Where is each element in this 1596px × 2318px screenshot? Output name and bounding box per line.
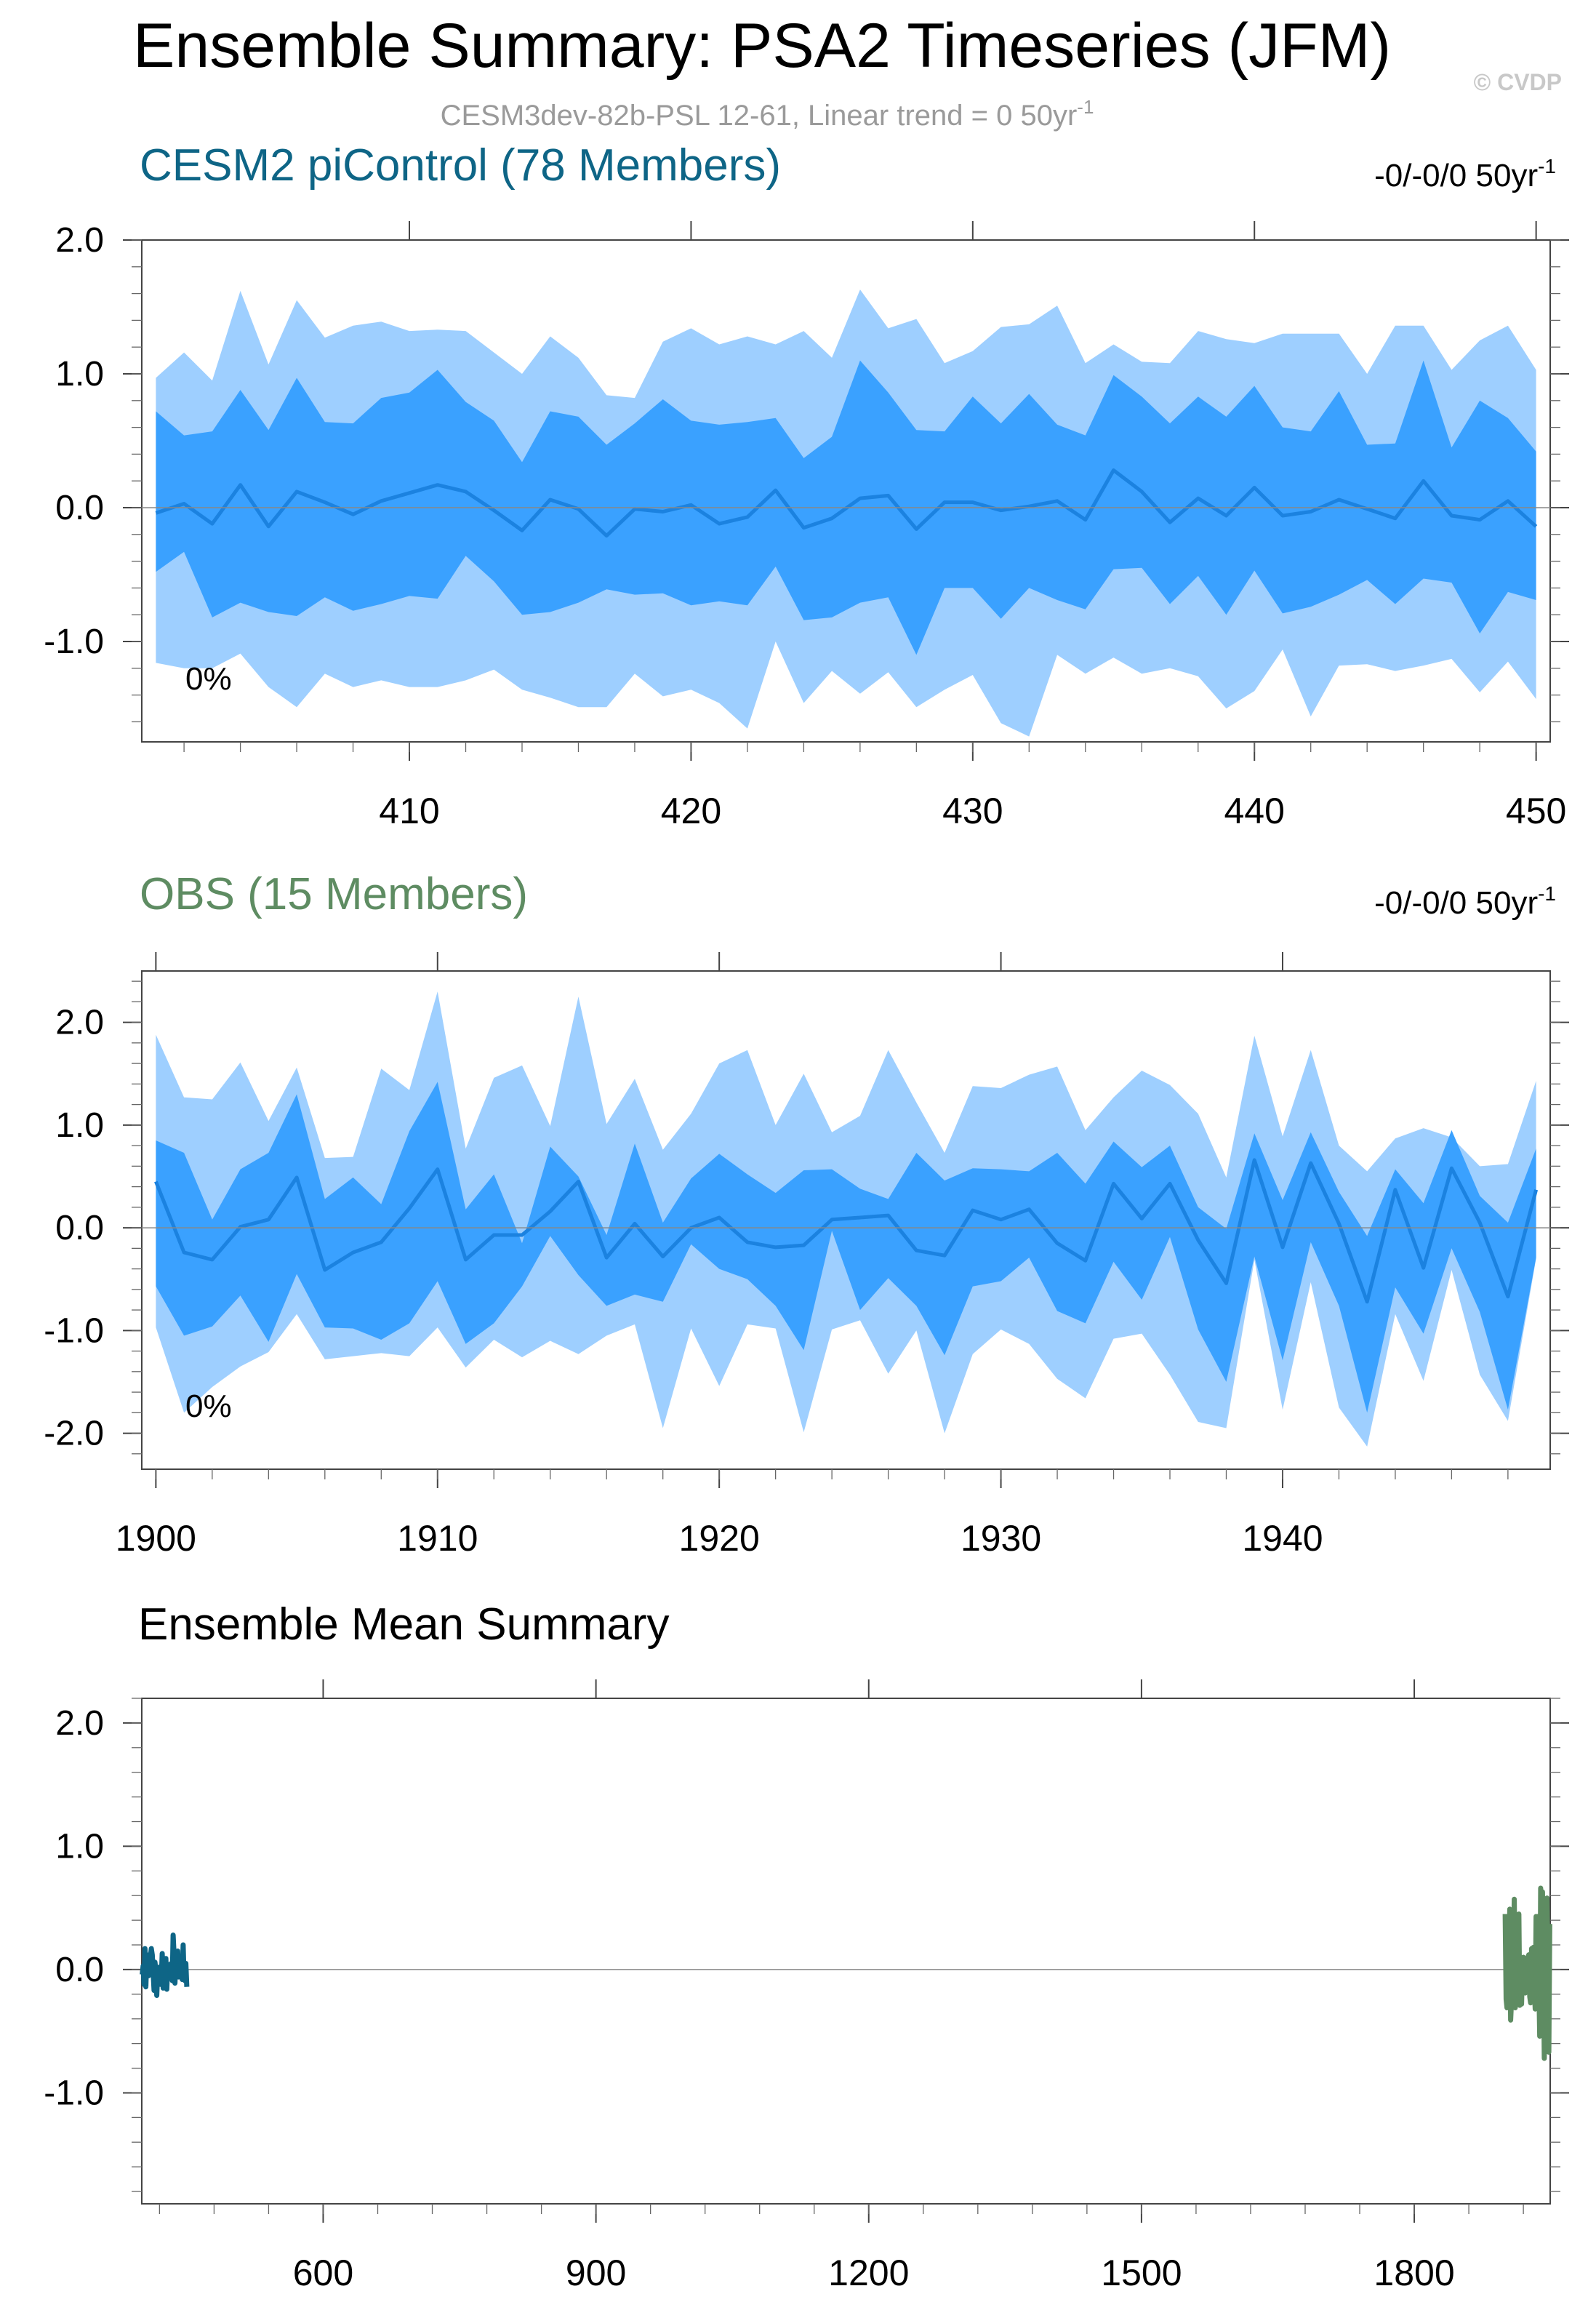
obs-percent-label: 0%	[185, 1388, 232, 1424]
subtitle-text: CESM3dev-82b-PSL 12-61, Linear trend = 0…	[441, 100, 1078, 132]
model-percent-label: 0%	[185, 661, 232, 697]
summary-plot: 2.0 1.0 0.0 -1.0 600 900 1200 1500 1800	[44, 1679, 1569, 2293]
model-panel-title: CESM2 piControl (78 Members)	[140, 140, 781, 191]
model-frame	[141, 239, 1551, 743]
model-xtick-label: 420	[661, 791, 721, 831]
obs-xtick-label: 1930	[961, 1518, 1041, 1559]
summary-ytick-label: 0.0	[55, 1951, 104, 1989]
obs-trend-text: -0/-0/0 50yr	[1374, 885, 1538, 921]
model-xtick-label: 450	[1506, 791, 1566, 831]
model-xtick-label: 430	[942, 791, 1003, 831]
obs-ytick-label: -2.0	[44, 1415, 104, 1453]
obs-frame	[141, 970, 1551, 1470]
page-subtitle: CESM3dev-82b-PSL 12-61, Linear trend = 0…	[441, 96, 1094, 132]
model-trend-sup: -1	[1538, 155, 1556, 177]
model-ytick-label: 0.0	[55, 489, 104, 527]
obs-trend-sup: -1	[1538, 882, 1556, 905]
model-xtick-label: 410	[379, 791, 439, 831]
model-trend-text: -0/-0/0 50yr	[1374, 158, 1538, 193]
summary-panel-title: Ensemble Mean Summary	[138, 1599, 670, 1650]
model-plot: 2.0 1.0 0.0 -1.0 410 420 430 440 450 0%	[44, 221, 1569, 831]
model-ytick-label: -1.0	[44, 623, 104, 661]
obs-xtick-label: 1940	[1242, 1518, 1323, 1559]
model-ytick-label: 2.0	[55, 221, 104, 260]
obs-plot: 2.0 1.0 0.0 -1.0 -2.0 1900 1910 1920 1930 1940 0%	[44, 952, 1569, 1559]
summary-xtick-label: 600	[293, 2253, 353, 2293]
obs-ytick-label: 0.0	[55, 1209, 104, 1247]
obs-ytick-label: 2.0	[55, 1004, 104, 1042]
obs-ytick-label: 1.0	[55, 1106, 104, 1145]
summary-xtick-label: 1800	[1374, 2253, 1454, 2293]
summary-ytick-label: 2.0	[55, 1704, 104, 1743]
summary-xtick-label: 900	[566, 2253, 626, 2293]
obs-xtick-label: 1900	[116, 1518, 196, 1559]
summary-xtick-label: 1500	[1101, 2253, 1182, 2293]
summary-ytick-label: -1.0	[44, 2074, 104, 2112]
summary-xtick-label: 1200	[828, 2253, 909, 2293]
model-ensemble-mean-line	[155, 468, 1538, 538]
model-ytick-label: 1.0	[55, 355, 104, 393]
watermark: © CVDP	[1474, 69, 1562, 95]
obs-xtick-label: 1910	[397, 1518, 478, 1559]
subtitle-sup: -1	[1077, 96, 1094, 118]
summary-series-obs	[1502, 1885, 1552, 2061]
obs-panel-title: OBS (15 Members)	[140, 869, 528, 919]
summary-ytick-label: 1.0	[55, 1827, 104, 1866]
summary-series-model	[140, 1933, 190, 1998]
model-xtick-label: 440	[1224, 791, 1285, 831]
obs-inner-band	[156, 1082, 1536, 1413]
page-title: Ensemble Summary: PSA2 Timeseries (JFM)	[133, 11, 1391, 81]
obs-trend-label: -0/-0/0 50yr-1	[1374, 882, 1556, 921]
obs-xtick-label: 1920	[679, 1518, 760, 1559]
model-trend-label: -0/-0/0 50yr-1	[1374, 155, 1556, 193]
obs-ytick-label: -1.0	[44, 1311, 104, 1350]
obs-ensemble-mean-line	[154, 1158, 1539, 1304]
